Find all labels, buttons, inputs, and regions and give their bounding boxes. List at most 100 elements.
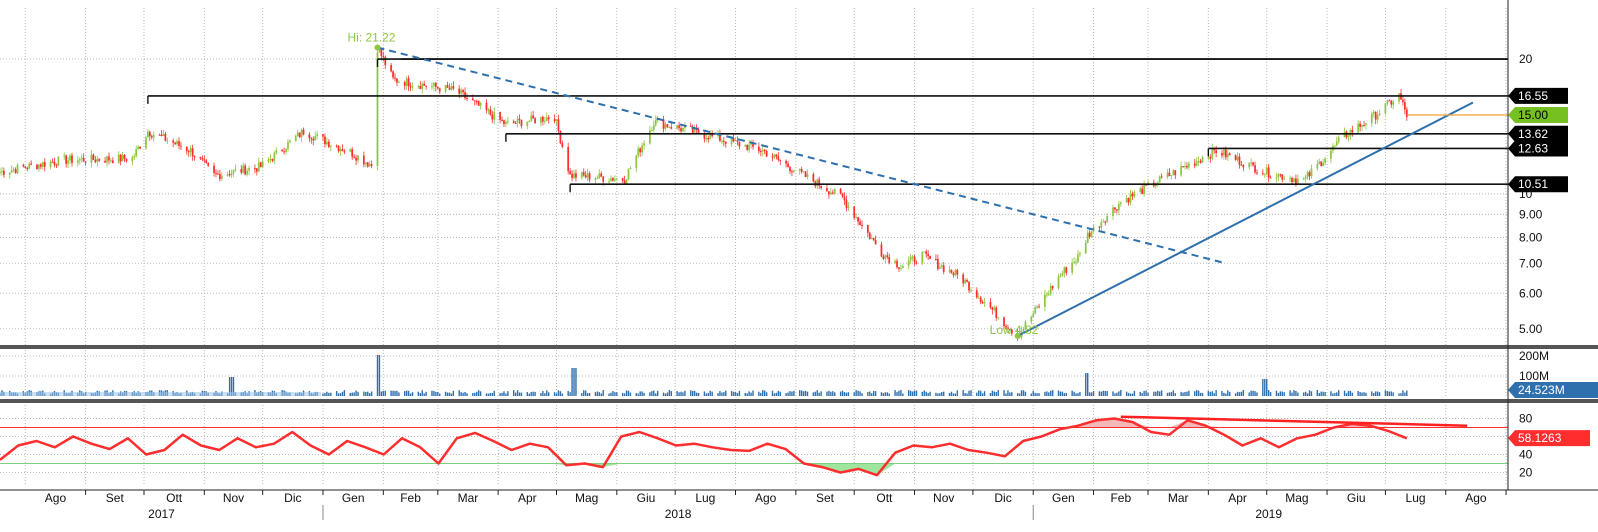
candle-body (530, 115, 533, 121)
candle-body (1024, 321, 1027, 330)
candle-body (845, 200, 848, 208)
candle-body (888, 256, 891, 263)
candle-body (697, 129, 700, 134)
candle-body (1269, 177, 1272, 179)
volume-bar (684, 390, 686, 396)
x-month-label: Lug (695, 491, 715, 505)
x-year-label: 2017 (148, 507, 175, 521)
candle-body (213, 165, 215, 173)
candle-body (882, 256, 885, 259)
volume-bar (1306, 393, 1309, 396)
volume-bar (1063, 393, 1066, 396)
volume-bar (476, 391, 478, 396)
x-month-label: Dic (284, 491, 301, 505)
x-month-label: Lug (1406, 491, 1426, 505)
volume-bar (584, 390, 587, 396)
volume-bar (1365, 392, 1367, 396)
candle-body (1154, 184, 1157, 187)
candle-body (394, 77, 396, 79)
candle-body (310, 138, 313, 140)
candle-body (1388, 100, 1391, 102)
volume-bar (839, 391, 842, 396)
candle-body (69, 155, 71, 161)
level-tag-box (1508, 125, 1568, 142)
volume-bar (775, 392, 778, 396)
volume-bar (651, 391, 653, 396)
volume-bar (1116, 392, 1118, 396)
candle-body (1182, 166, 1184, 168)
candle-body (228, 174, 231, 176)
volume-bar (623, 393, 626, 396)
candle-body (96, 158, 99, 162)
volume-bar (1357, 391, 1359, 396)
volume-bar (588, 392, 591, 396)
level-tag-label: 16.55 (1518, 89, 1548, 103)
candle-body (287, 142, 289, 150)
volume-bar (764, 390, 766, 396)
volume-bar (1384, 390, 1387, 396)
volume-bar (898, 390, 900, 396)
volume-bar (1310, 391, 1313, 396)
candle-body (793, 170, 795, 172)
candle-body (1275, 177, 1278, 179)
volume-bar (964, 393, 966, 396)
candle-body (608, 181, 610, 183)
candle-body (145, 137, 147, 149)
volume-bar (1374, 391, 1377, 396)
candle-body (110, 160, 112, 162)
candle-body (1059, 275, 1062, 277)
candle-body (302, 129, 305, 135)
volume-bar (625, 390, 628, 396)
volume-bar (335, 391, 338, 396)
candle-body (452, 86, 455, 89)
candle-body (771, 156, 774, 158)
volume-bar (586, 393, 589, 396)
volume-bar (493, 390, 495, 396)
candle-body (652, 125, 655, 131)
volume-bar (1398, 393, 1400, 396)
volume-bar (948, 392, 951, 396)
candle-body (329, 145, 332, 147)
volume-bar (1018, 393, 1021, 396)
volume-bar (968, 390, 970, 396)
candle-body (1242, 165, 1245, 168)
candle-body (283, 151, 285, 153)
candle-body (1308, 172, 1311, 177)
volume-bar (1223, 392, 1225, 396)
candle-body (1224, 149, 1227, 158)
volume-bar (941, 392, 943, 396)
candle-body (28, 163, 31, 169)
volume-bar (1106, 391, 1108, 396)
volume-bar (343, 390, 346, 396)
candle-body (512, 121, 515, 124)
volume-bar (1100, 391, 1103, 396)
candle-body (1223, 149, 1225, 156)
x-month-label: Feb (400, 491, 421, 505)
candle-body (324, 136, 326, 145)
candle-body (285, 149, 287, 153)
volume-bar (1077, 393, 1079, 396)
volume-bar (779, 391, 781, 396)
candle-body (489, 109, 492, 115)
candle-body (438, 88, 441, 92)
candle-body (828, 191, 830, 195)
candle-body (1207, 157, 1210, 159)
candle-body (296, 132, 299, 137)
candle-body (1160, 176, 1163, 178)
candle-body (1277, 174, 1280, 178)
rsi-panel (0, 415, 1508, 477)
volume-bar (411, 392, 414, 396)
candle-body (567, 146, 570, 172)
candle-body (139, 146, 141, 149)
candle-body (203, 159, 206, 161)
volume-bar (1011, 392, 1013, 396)
candle-body (841, 193, 844, 197)
volume-bar (596, 391, 599, 396)
volume-bar (869, 391, 871, 396)
volume-bar (450, 393, 453, 396)
volume-bar (407, 390, 410, 396)
candle-body (682, 127, 684, 132)
volume-bar (567, 391, 569, 396)
volume-bar (324, 392, 326, 396)
volume-bar (1168, 392, 1171, 396)
